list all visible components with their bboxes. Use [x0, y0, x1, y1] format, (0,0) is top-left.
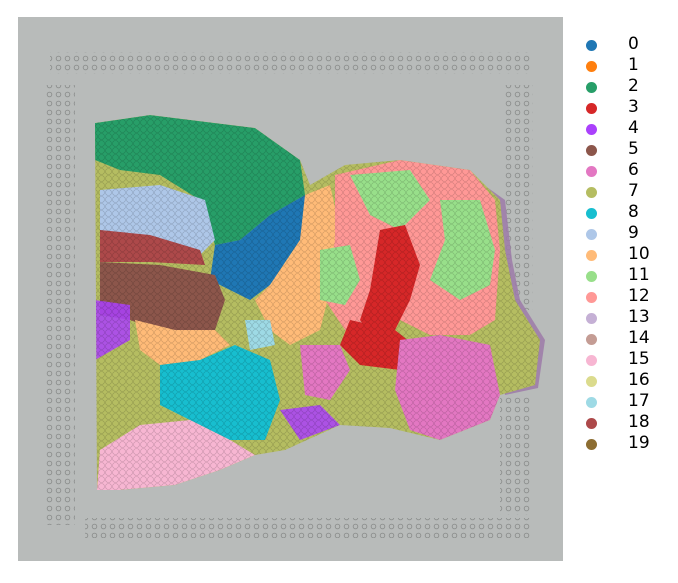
- legend-label: 2: [628, 76, 639, 96]
- legend-item: 3: [584, 97, 674, 118]
- legend-item: 2: [584, 76, 674, 97]
- legend-label: 16: [628, 370, 650, 390]
- legend-label: 17: [628, 391, 650, 411]
- legend-marker: [586, 166, 597, 177]
- legend-marker: [586, 145, 597, 156]
- legend-item: 19: [584, 433, 674, 454]
- legend-item: 6: [584, 160, 674, 181]
- legend-label: 9: [628, 223, 639, 243]
- legend-marker: [586, 439, 597, 450]
- legend-item: 15: [584, 349, 674, 370]
- legend-marker: [586, 334, 597, 345]
- legend-label: 8: [628, 202, 639, 222]
- legend-marker: [586, 250, 597, 261]
- legend-item: 9: [584, 223, 674, 244]
- legend-marker: [586, 61, 597, 72]
- legend-label: 5: [628, 139, 639, 159]
- legend-item: 10: [584, 244, 674, 265]
- legend-label: 0: [628, 34, 639, 54]
- legend-marker: [586, 397, 597, 408]
- legend-marker: [586, 208, 597, 219]
- legend-item: 12: [584, 286, 674, 307]
- legend-label: 7: [628, 181, 639, 201]
- legend-marker: [586, 229, 597, 240]
- legend-label: 4: [628, 118, 639, 138]
- legend-marker: [586, 187, 597, 198]
- legend-marker: [586, 313, 597, 324]
- legend-marker: [586, 418, 597, 429]
- legend-label: 6: [628, 160, 639, 180]
- legend-label: 14: [628, 328, 650, 348]
- legend-marker: [586, 271, 597, 282]
- legend-label: 18: [628, 412, 650, 432]
- legend-item: 17: [584, 391, 674, 412]
- legend-label: 11: [628, 265, 650, 285]
- legend-item: 5: [584, 139, 674, 160]
- legend-label: 15: [628, 349, 650, 369]
- legend-marker: [586, 292, 597, 303]
- legend-marker: [586, 82, 597, 93]
- legend-marker: [586, 376, 597, 387]
- legend-item: 18: [584, 412, 674, 433]
- legend-item: 16: [584, 370, 674, 391]
- legend-item: 11: [584, 265, 674, 286]
- legend-marker: [586, 355, 597, 366]
- legend-item: 0: [584, 34, 674, 55]
- legend-item: 4: [584, 118, 674, 139]
- legend-item: 1: [584, 55, 674, 76]
- legend-marker: [586, 103, 597, 114]
- legend-label: 12: [628, 286, 650, 306]
- legend-label: 10: [628, 244, 650, 264]
- legend-label: 13: [628, 307, 650, 327]
- legend-item: 8: [584, 202, 674, 223]
- legend: 0 1 2 3 4 5 6 7 8 9 10 11 12 13 14 15 16 17 18 19: [584, 34, 674, 454]
- legend-item: 13: [584, 307, 674, 328]
- legend-marker: [586, 124, 597, 135]
- legend-label: 19: [628, 433, 650, 453]
- legend-marker: [586, 40, 597, 51]
- legend-label: 3: [628, 97, 639, 117]
- legend-item: 7: [584, 181, 674, 202]
- legend-label: 1: [628, 55, 639, 75]
- legend-item: 14: [584, 328, 674, 349]
